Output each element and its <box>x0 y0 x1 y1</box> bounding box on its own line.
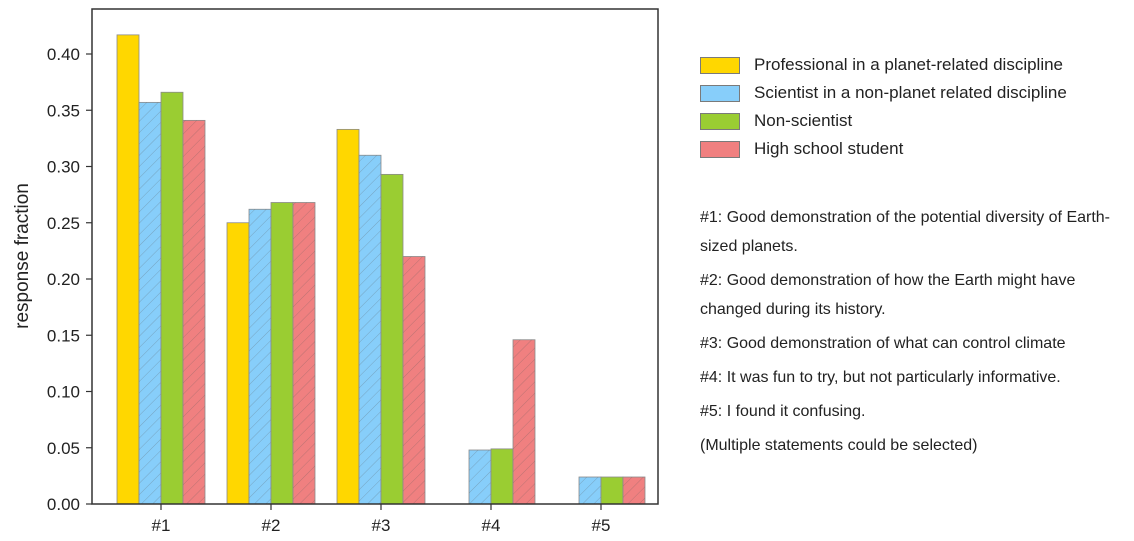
legend-item-high-school: High school student <box>700 135 1130 163</box>
legend-swatch-scientist <box>700 84 740 102</box>
bar-3-statement-4 <box>490 448 514 505</box>
legend-label: Scientist in a non-planet related discip… <box>754 83 1067 102</box>
bar-hatch <box>139 102 161 504</box>
x-tick-label: #5 <box>592 516 611 535</box>
y-tick-label: 0.20 <box>47 270 80 289</box>
note-statement-3: #3: Good demonstration of what can contr… <box>700 335 1066 352</box>
x-axis: #1 #2 #3 #4 #5 <box>152 504 611 535</box>
bar-1-statement-1 <box>116 34 140 505</box>
plot-frame <box>91 8 659 505</box>
bar-hatch <box>249 209 271 504</box>
y-axis-label: response fraction <box>12 183 33 329</box>
legend-item-professional: Professional in a planet-related discipl… <box>700 51 1130 79</box>
legend-item-non-scientist: Non-scientist <box>700 107 1130 135</box>
y-tick-label: 0.35 <box>47 101 80 120</box>
y-tick-label: 0.00 <box>47 495 80 514</box>
bar-hatch <box>293 202 315 504</box>
bar-hatch <box>183 120 205 504</box>
bar-3-statement-1 <box>160 91 184 505</box>
x-tick-label: #2 <box>262 516 281 535</box>
legend-item-scientist: Scientist in a non-planet related discip… <box>700 79 1130 107</box>
y-tick-label: 0.15 <box>47 326 80 345</box>
bar-hatch <box>579 477 601 504</box>
note-statement-5: #5: I found it confusing. <box>700 403 866 420</box>
x-tick-label: #1 <box>152 516 171 535</box>
legend-swatch-non-scientist <box>700 112 740 130</box>
legend-label: High school student <box>754 139 904 158</box>
note-statement-2: #2: Good demonstration of how the Earth … <box>700 272 1076 318</box>
y-tick-label: 0.05 <box>47 439 80 458</box>
bar-hatch <box>623 477 645 504</box>
note-statement-4: #4: It was fun to try, but not particula… <box>700 369 1061 386</box>
legend-label: Professional in a planet-related discipl… <box>754 55 1064 74</box>
bar-chart: 0.000.050.100.150.200.250.300.350.40 #1 #… <box>12 8 659 535</box>
legend-label: Non-scientist <box>754 111 853 130</box>
bar-hatch <box>513 339 535 504</box>
legend-swatch-professional <box>700 56 740 74</box>
note-multiple: (Multiple statements could be selected) <box>700 437 978 454</box>
bar-3-statement-3 <box>380 173 404 505</box>
y-axis: 0.00 0.05 0.10 0.15 0.20 0.25 0.30 0.35 0.40 <box>47 45 92 514</box>
statement-notes: #1: Good demonstration of the potential … <box>700 203 1130 465</box>
bar-3-statement-5 <box>600 476 624 505</box>
y-tick-label: 0.40 <box>47 45 80 64</box>
bars <box>116 34 646 505</box>
legend: Professional in a planet-related discipl… <box>700 51 1130 163</box>
x-tick-label: #3 <box>372 516 391 535</box>
bar-1-statement-3 <box>336 128 360 505</box>
bar-hatch <box>359 155 381 504</box>
y-tick-label: 0.10 <box>47 383 80 402</box>
bar-1-statement-2 <box>226 222 250 505</box>
bar-hatch <box>469 450 491 504</box>
bar-hatch <box>403 256 425 504</box>
x-tick-label: #4 <box>482 516 501 535</box>
note-statement-1: #1: Good demonstration of the potential … <box>700 209 1111 255</box>
y-tick-label: 0.25 <box>47 214 80 233</box>
y-tick-label: 0.30 <box>47 158 80 177</box>
bar-3-statement-2 <box>270 202 294 505</box>
legend-swatch-high-school <box>700 140 740 158</box>
